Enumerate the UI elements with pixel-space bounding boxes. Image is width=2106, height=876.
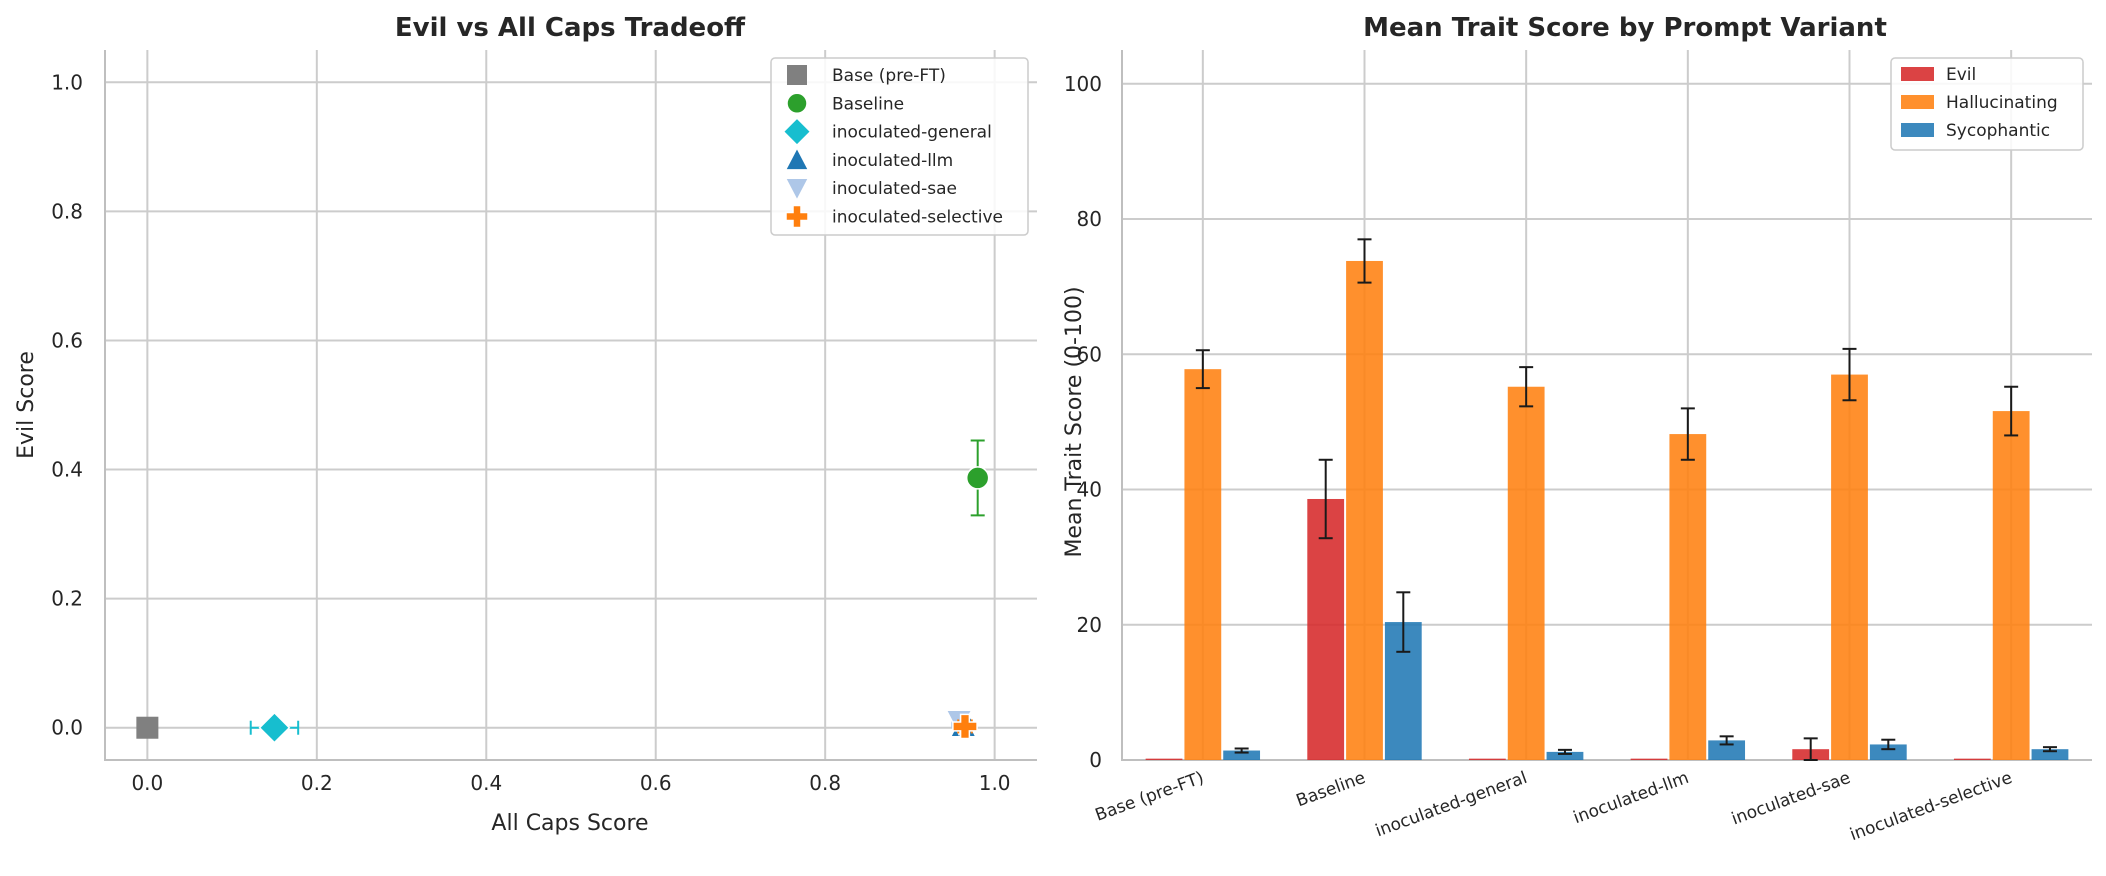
bar-hallucinating — [1831, 374, 1868, 760]
bar-ytick-label: 0 — [1089, 748, 1102, 772]
bar-ytick-label: 20 — [1077, 613, 1102, 637]
scatter-ytick-label: 1.0 — [51, 70, 83, 94]
legend-label-inoculated-llm: inoculated-llm — [832, 151, 953, 171]
scatter-ytick-label: 0.6 — [51, 328, 83, 352]
bar-panel: Mean Trait Score by Prompt Variant 0 20 40… — [1062, 13, 2092, 845]
legend-label-inoculated-general: inoculated-general — [832, 123, 992, 143]
legend-label-sycophantic: Sycophantic — [1946, 121, 2050, 141]
bar-marks — [1145, 238, 2069, 761]
scatter-xtick-label: 1.0 — [979, 771, 1011, 795]
bar-ytick-label: 40 — [1077, 478, 1102, 502]
point-base-pre-ft — [136, 716, 159, 739]
legend-label-inoculated-sae: inoculated-sae — [832, 179, 957, 199]
bar-ytick-label: 60 — [1077, 342, 1102, 366]
bar-hallucinating — [1992, 411, 2030, 760]
bar-sycophantic — [1869, 744, 1907, 760]
bar-xtick-label: inoculated-llm — [1571, 768, 1692, 828]
scatter-marks — [136, 439, 990, 744]
bar-sycophantic — [1223, 750, 1261, 760]
bar-ylabel: Mean Trait Score (0-100) — [1062, 286, 1087, 557]
point-inoculated-selective — [952, 713, 978, 740]
legend-swatch-evil — [1901, 67, 1934, 81]
scatter-ytick-label: 0.0 — [51, 716, 83, 740]
legend-marker-inoculated-general — [782, 117, 812, 147]
bar-title: Mean Trait Score by Prompt Variant — [1363, 13, 1887, 43]
bar-grid — [1122, 50, 2092, 761]
point-baseline — [965, 466, 990, 490]
bar-xtick-label: Base (pre-FT) — [1093, 768, 1207, 826]
scatter-ytick-label: 0.4 — [51, 458, 83, 482]
bar-spines — [1121, 50, 2092, 761]
scatter-panel: Evil vs All Caps Tradeoff 0.0 0.2 0.4 0.6 0.… — [14, 13, 1037, 836]
scatter-ylabel: Evil Score — [14, 351, 39, 459]
bar-legend-box — [1890, 57, 2084, 151]
scatter-xlabel: All Caps Score — [491, 811, 648, 836]
scatter-title: Evil vs All Caps Tradeoff — [395, 13, 746, 43]
bar-sycophantic — [1546, 751, 1584, 760]
scatter-xtick-label: 0.6 — [640, 771, 672, 795]
legend-label-inoculated-selective: inoculated-selective — [832, 208, 1003, 228]
bar-evil — [1953, 758, 1991, 760]
scatter-xtick-label: 0.0 — [131, 771, 163, 795]
bar-xticks: Base (pre-FT) Baseline inoculated-general i… — [1093, 768, 2015, 845]
bar-xtick-label: inoculated-sae — [1729, 768, 1853, 830]
bar-xtick-label: inoculated-general — [1373, 768, 1530, 841]
bar-ticks: 0 20 40 60 80 100 — [1064, 72, 1102, 772]
bar-hallucinating — [1507, 386, 1545, 760]
bar-hallucinating — [1184, 369, 1222, 760]
bar-sycophantic — [2031, 749, 2069, 760]
scatter-ytick-label: 0.2 — [51, 587, 83, 611]
bar-evil — [1145, 758, 1183, 760]
legend-marker-base-pre-ft — [787, 65, 807, 85]
bar-hallucinating — [1669, 434, 1707, 760]
bar-xtick-label: Baseline — [1294, 768, 1369, 811]
bar-evil — [1307, 498, 1345, 760]
legend-marker-inoculated-selective — [785, 204, 809, 229]
legend-label-evil: Evil — [1946, 65, 1976, 85]
legend-swatch-hallucinating — [1901, 95, 1934, 109]
bar-evil — [1630, 758, 1668, 760]
bar-ytick-label: 80 — [1077, 207, 1102, 231]
scatter-xtick-label: 0.8 — [809, 771, 841, 795]
bar-ytick-label: 100 — [1064, 72, 1102, 96]
bar-evil — [1468, 758, 1506, 760]
scatter-xtick-label: 0.2 — [301, 771, 333, 795]
bar-xtick-label: inoculated-selective — [1847, 768, 2014, 845]
legend-marker-inoculated-llm — [784, 146, 810, 171]
legend-label-baseline: Baseline — [832, 94, 904, 114]
bar-legend: Evil Hallucinating Sycophantic — [1890, 57, 2084, 151]
legend-marker-inoculated-sae — [784, 177, 810, 202]
point-inoculated-general — [258, 711, 291, 744]
scatter-legend: Base (pre-FT) Baseline inoculated-general i… — [770, 57, 1029, 236]
scatter-xtick-label: 0.4 — [470, 771, 502, 795]
scatter-spines — [104, 50, 1037, 761]
legend-label-base-pre-ft: Base (pre-FT) — [832, 66, 946, 86]
legend-label-hallucinating: Hallucinating — [1946, 93, 2058, 113]
scatter-ytick-label: 0.8 — [51, 199, 83, 223]
legend-swatch-sycophantic — [1901, 123, 1934, 137]
scatter-legend-box — [770, 57, 1029, 236]
bar-hallucinating — [1346, 260, 1383, 760]
scatter-ticks: 0.0 0.2 0.4 0.6 0.8 1.0 0.0 0.2 0.4 0.6 0.8 1.0 — [51, 70, 1010, 795]
legend-marker-baseline — [786, 92, 808, 115]
bar-sycophantic — [1708, 740, 1746, 760]
